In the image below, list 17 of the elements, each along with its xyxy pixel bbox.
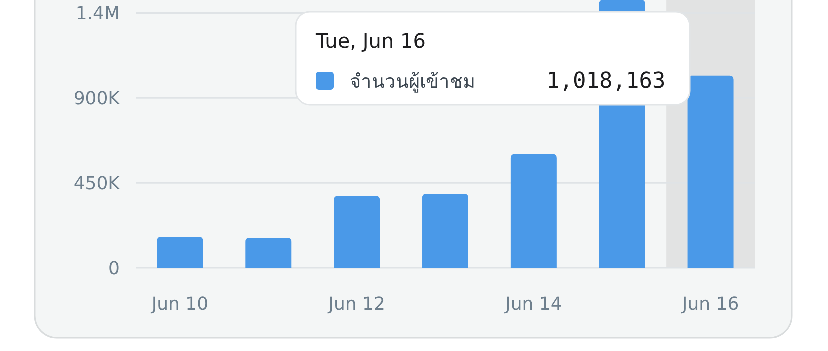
annotation: Tue, Jun 16 bbox=[315, 29, 426, 53]
legend-label: จำนวนผู้เข้าชม bbox=[350, 71, 476, 93]
bar bbox=[688, 76, 734, 268]
y-tick-label: 0 bbox=[108, 258, 120, 280]
x-tick-label: Jun 16 bbox=[681, 294, 740, 315]
bar bbox=[510, 154, 557, 268]
x-tick-label: Jun 10 bbox=[150, 294, 209, 315]
y-tick-label: 450K bbox=[74, 173, 122, 194]
y-tick-label: 1.4M bbox=[76, 4, 120, 25]
bar bbox=[334, 196, 380, 268]
annotation: 1,018,163 bbox=[546, 68, 666, 94]
x-tick-label: Jun 14 bbox=[504, 294, 562, 315]
y-tick-label: 900K bbox=[74, 88, 122, 110]
bar bbox=[422, 194, 468, 268]
x-tick-label: Jun 12 bbox=[328, 294, 386, 315]
bar bbox=[246, 238, 292, 268]
bar bbox=[157, 237, 204, 268]
